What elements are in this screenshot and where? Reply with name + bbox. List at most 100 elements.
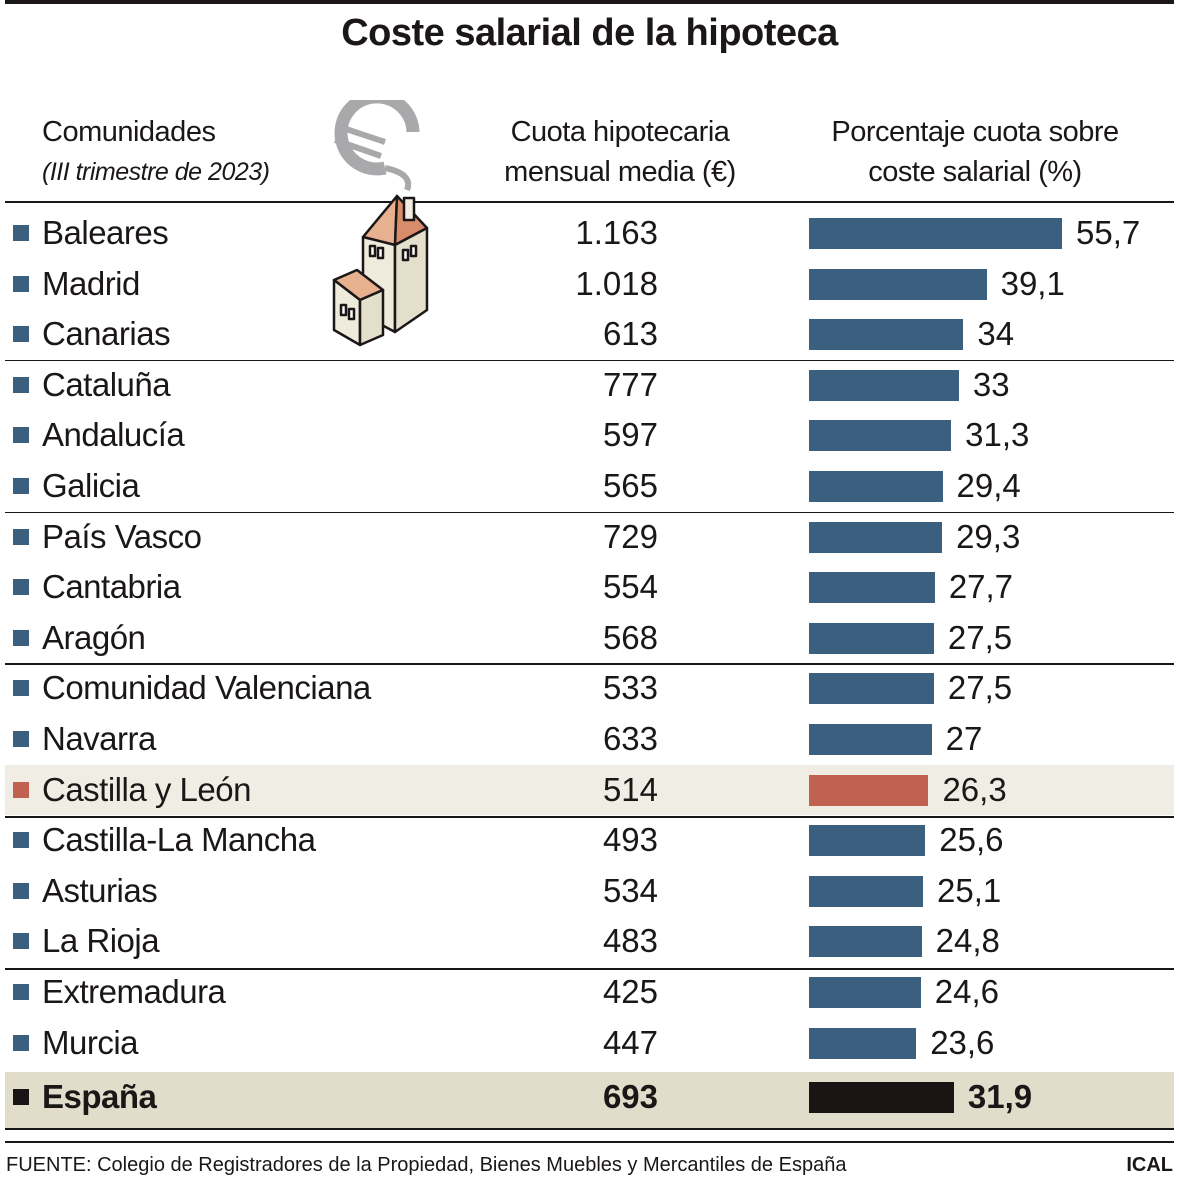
bar	[809, 1082, 954, 1114]
brand-logo: ICAL	[1126, 1154, 1173, 1176]
legend-square	[13, 326, 29, 343]
table-row: Cantabria 554 27,7	[5, 562, 1174, 613]
row-cuota: 534	[602, 871, 658, 909]
bar	[809, 218, 1062, 249]
header-comunidades-label: Comunidades	[42, 116, 216, 148]
row-name: Asturias	[42, 871, 158, 909]
bar	[809, 875, 923, 907]
legend-square	[13, 478, 29, 494]
source-note: FUENTE: Colegio de Registradores de la P…	[6, 1154, 847, 1176]
row-cuota: 554	[602, 568, 658, 606]
row-cuota: 533	[602, 669, 658, 707]
row-cuota: 1.163	[575, 214, 658, 251]
table-row: Castilla-La Mancha 493 25,6	[5, 815, 1174, 866]
legend-square	[13, 579, 29, 596]
row-cuota: 493	[602, 821, 658, 859]
row-cuota: 483	[602, 922, 658, 960]
header-cuota-line2: mensual media (€)	[504, 156, 736, 188]
euro-house-illustration	[332, 100, 429, 347]
bar-value-label: 27,7	[948, 568, 1014, 606]
header-divider	[5, 201, 1174, 203]
row-cuota: 514	[602, 770, 658, 808]
bar-value-label: 25,1	[937, 871, 1002, 909]
bar-value-label: 33	[972, 365, 1010, 403]
bar	[809, 673, 934, 705]
legend-square	[13, 933, 29, 950]
row-name: Aragón	[42, 618, 146, 656]
legend-square	[13, 427, 29, 444]
table-row: Cataluña 777 33	[5, 360, 1174, 411]
bar-value-label: 55,7	[1076, 214, 1141, 251]
row-name: Extremadura	[42, 973, 226, 1010]
bar-value-label: 24,6	[934, 973, 999, 1010]
group-divider	[5, 359, 1174, 362]
row-name: Castilla y León	[42, 770, 251, 808]
header-period: (III trimestre de 2023)	[42, 158, 270, 186]
table-row: España 693 31,9	[5, 1072, 1174, 1129]
header-porcentaje-line2: coste salarial (%)	[868, 156, 1082, 188]
row-name: País Vasco	[42, 517, 202, 555]
row-cuota: 568	[602, 618, 658, 656]
bar	[809, 1027, 917, 1059]
bar-value-label: 23,6	[930, 1023, 995, 1061]
row-name: Andalucía	[42, 416, 185, 454]
table-row: Canarias 613 34	[5, 309, 1174, 360]
legend-square	[13, 832, 29, 849]
bar-value-label: 27	[945, 720, 983, 757]
row-cuota: 425	[602, 973, 658, 1010]
legend-square	[13, 629, 29, 646]
bar	[809, 622, 934, 654]
bar-value-label: 24,8	[935, 922, 1000, 960]
row-name: Comunidad Valenciana	[42, 669, 371, 707]
row-cuota: 597	[602, 416, 658, 454]
bar	[809, 369, 959, 401]
header-cuota: Cuota hipotecaria mensual media (€)	[470, 112, 770, 192]
row-name: Castilla-La Mancha	[42, 821, 316, 859]
bar-value-label: 34	[977, 315, 1015, 353]
bar	[809, 471, 943, 502]
row-name: Canarias	[42, 315, 171, 353]
row-cuota: 447	[602, 1023, 658, 1061]
row-cuota: 777	[602, 365, 658, 403]
row-name: Galicia	[42, 467, 140, 504]
legend-square	[13, 275, 29, 292]
table-row: Castilla y León 514 26,3	[5, 764, 1174, 816]
euro-icon	[334, 100, 420, 192]
bar-value-label: 29,4	[956, 467, 1021, 504]
header-cuota-line1: Cuota hipotecaria	[510, 116, 730, 148]
header-porcentaje: Porcentaje cuota sobre coste salarial (%…	[800, 112, 1150, 192]
legend-square	[13, 731, 29, 747]
row-cuota: 633	[602, 720, 658, 757]
bar-value-label: 29,3	[956, 517, 1021, 555]
bar-value-label: 27,5	[947, 669, 1013, 707]
table-row: Aragón 568 27,5	[5, 613, 1174, 664]
row-name: Baleares	[42, 214, 169, 251]
legend-square	[13, 528, 29, 545]
row-name: Cantabria	[42, 568, 181, 606]
bar-value-label: 31,9	[967, 1078, 1033, 1116]
table-row: Madrid 1.018 39,1	[5, 259, 1174, 310]
bar-value-label: 27,5	[947, 618, 1013, 656]
legend-square	[13, 984, 29, 1000]
table-row: Asturias 534 25,1	[5, 866, 1174, 917]
bar	[809, 319, 964, 351]
row-cuota: 613	[602, 315, 658, 353]
footer-divider	[5, 1141, 1174, 1143]
row-cuota: 693	[602, 1078, 658, 1116]
legend-square	[13, 1089, 29, 1106]
bar	[809, 926, 922, 958]
group-divider	[5, 663, 1174, 665]
bar	[809, 825, 926, 857]
bar-value-label: 31,3	[965, 416, 1030, 454]
table-row: Extremadura 425 24,6	[5, 967, 1174, 1018]
table-row: La Rioja 483 24,8	[5, 916, 1174, 967]
bar-value-label: 25,6	[939, 821, 1004, 859]
row-cuota: 565	[602, 467, 658, 504]
table-row: Navarra 633 27	[5, 714, 1174, 765]
row-name: La Rioja	[42, 922, 160, 960]
table-bottom-rule	[5, 1128, 1174, 1131]
bar	[809, 420, 952, 452]
row-name: España	[42, 1078, 157, 1116]
bar-value-label: 39,1	[1000, 264, 1065, 302]
